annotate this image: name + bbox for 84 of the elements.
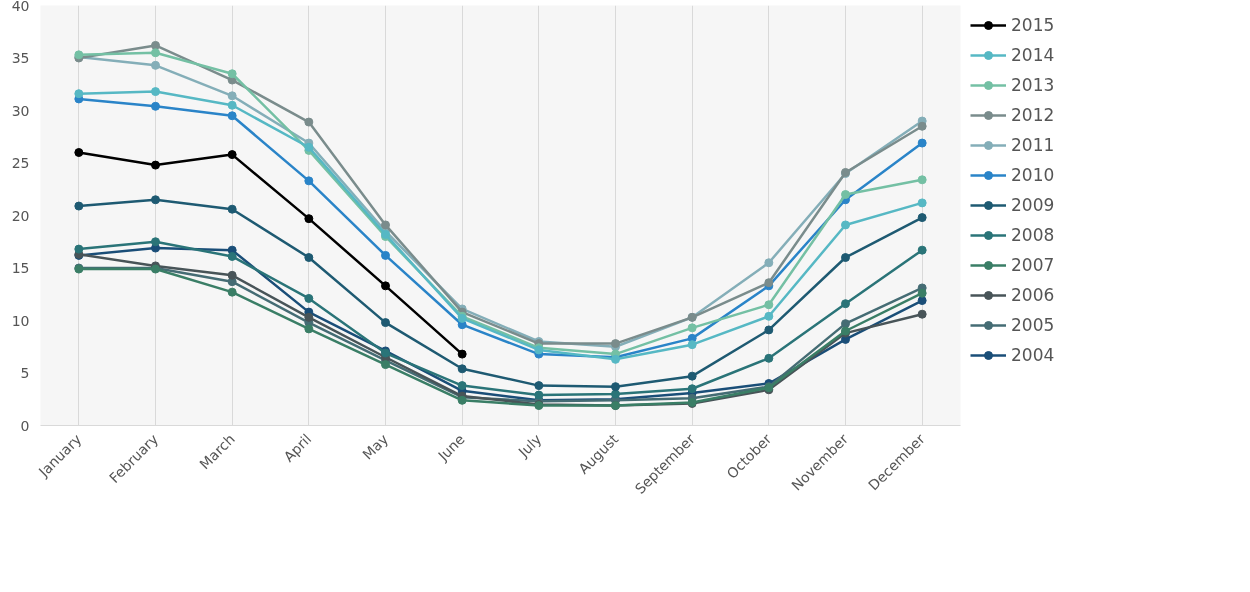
point — [227, 204, 237, 214]
point — [764, 353, 774, 363]
legend-label: 2012 — [1011, 105, 1055, 125]
point — [841, 253, 850, 262]
point — [227, 111, 237, 121]
y-tick-label: 15 — [11, 260, 30, 276]
legend-label: 2008 — [1011, 225, 1055, 245]
point — [304, 324, 314, 334]
point — [151, 101, 160, 111]
point — [227, 100, 237, 110]
point — [611, 382, 620, 392]
point — [227, 150, 237, 160]
point — [841, 220, 850, 230]
point — [151, 160, 160, 170]
point — [917, 175, 927, 185]
point — [151, 48, 160, 58]
legend-label: 2006 — [1011, 285, 1055, 305]
legend-label: 2009 — [1011, 195, 1055, 215]
point — [687, 340, 697, 350]
point — [304, 117, 314, 127]
y-tick-label: 20 — [11, 207, 30, 224]
point — [304, 176, 314, 186]
point — [381, 318, 390, 328]
point — [227, 287, 237, 297]
point — [381, 360, 390, 370]
point — [304, 293, 314, 303]
point — [74, 148, 84, 157]
legend-label: 2005 — [1011, 315, 1055, 335]
legend-label: 2013 — [1011, 75, 1055, 95]
point — [764, 325, 774, 335]
point — [841, 190, 850, 199]
point — [917, 296, 927, 306]
point — [687, 384, 697, 394]
legend-label: 2004 — [1011, 345, 1055, 365]
point — [151, 87, 160, 97]
y-tick-label: 30 — [11, 102, 30, 119]
point — [304, 253, 314, 262]
point — [457, 381, 467, 391]
point — [917, 245, 927, 255]
legend-label: 2014 — [1011, 45, 1055, 65]
legend-label: 2015 — [1011, 15, 1055, 35]
point — [74, 89, 84, 99]
point — [151, 195, 160, 205]
point — [381, 281, 390, 291]
point — [917, 213, 927, 223]
y-tick-label: 10 — [11, 312, 30, 329]
point — [227, 69, 237, 79]
point — [227, 91, 237, 101]
point — [151, 237, 160, 247]
point — [917, 138, 927, 148]
point — [74, 201, 84, 211]
point — [74, 244, 84, 254]
y-tick-label: 25 — [11, 155, 30, 171]
point — [151, 60, 160, 70]
point — [381, 220, 390, 230]
point — [687, 323, 697, 333]
legend-label: 2010 — [1011, 165, 1055, 185]
point — [304, 312, 314, 322]
y-tick-label: 35 — [11, 50, 30, 66]
point — [917, 198, 927, 208]
legend-label: 2011 — [1011, 135, 1055, 155]
y-tick-label: 0 — [20, 417, 30, 434]
point — [917, 121, 927, 131]
point — [917, 288, 927, 298]
point — [841, 319, 850, 329]
point — [764, 258, 774, 268]
point — [457, 364, 467, 374]
legend-label: 2007 — [1011, 255, 1055, 275]
point — [151, 40, 160, 50]
point — [534, 381, 544, 391]
point — [917, 309, 927, 319]
point — [687, 371, 697, 381]
y-tick-label: 5 — [20, 365, 30, 381]
point — [227, 270, 237, 280]
point — [764, 300, 774, 310]
y-tick-label: 40 — [11, 0, 30, 14]
point — [534, 390, 544, 400]
point — [764, 311, 774, 321]
point — [381, 250, 390, 260]
point — [611, 389, 620, 399]
point — [227, 251, 237, 261]
point — [841, 299, 850, 309]
point — [457, 349, 467, 359]
point — [304, 214, 314, 224]
